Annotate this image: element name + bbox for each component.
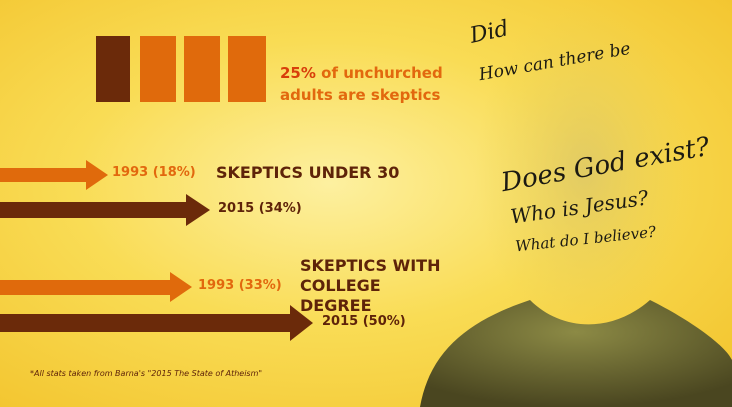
footnote: *All stats taken from Barna's "2015 The … <box>30 369 262 378</box>
group-title: SKEPTICS UNDER 30 <box>216 163 399 182</box>
headline-highlight: 25% <box>280 64 316 82</box>
arrow <box>0 194 210 226</box>
bar-icon <box>96 36 130 102</box>
arrow <box>0 305 313 341</box>
bar-icon <box>228 36 266 102</box>
bar-icon <box>140 36 176 102</box>
stat-label: 1993 (18%) <box>112 165 196 180</box>
stat-label: 1993 (33%) <box>198 278 282 293</box>
arrow <box>0 160 108 190</box>
infographic: 25% of unchurched adults are skeptics 19… <box>0 0 732 407</box>
headline: 25% of unchurched adults are skeptics <box>280 62 450 106</box>
arrow <box>0 272 192 302</box>
group-title: SKEPTICS WITH COLLEGE DEGREE <box>300 256 450 316</box>
bar-icon <box>184 36 220 102</box>
stat-label: 2015 (34%) <box>218 201 302 216</box>
stat-label: 2015 (50%) <box>322 314 406 329</box>
